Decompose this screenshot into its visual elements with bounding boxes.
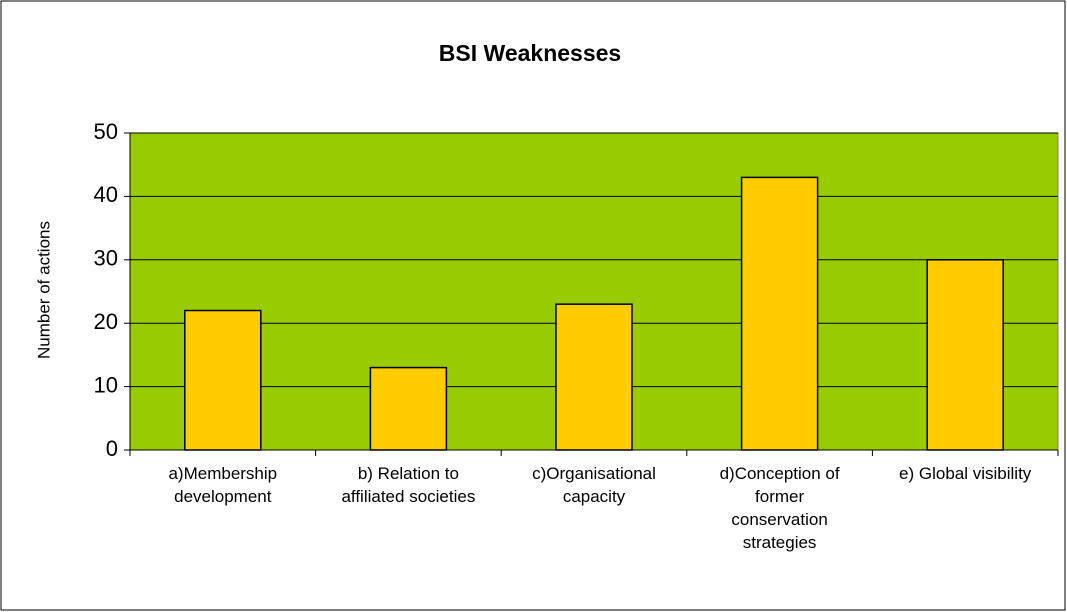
y-tick-label: 0: [106, 436, 118, 461]
x-tick-label: c)Organisational capacity: [532, 464, 656, 506]
y-tick-label: 20: [94, 309, 118, 334]
bar: [555, 303, 633, 451]
bar: [184, 309, 262, 451]
y-tick-label: 40: [94, 182, 118, 207]
x-tick-label: d)Conception of former conservation stra…: [719, 464, 840, 552]
bar: [926, 259, 1004, 451]
x-tick-label-box: b) Relation to affiliated societies: [341, 464, 476, 506]
bar: [740, 176, 819, 451]
x-tick-label-box: a)Membership development: [168, 464, 278, 506]
chart-title: BSI Weaknesses: [439, 40, 621, 66]
x-tick-label-box: e) Global visibility: [899, 464, 1032, 483]
y-tick-label: 10: [94, 372, 118, 397]
x-tick-label-box: c)Organisational capacity: [532, 464, 656, 506]
x-tick-label: e) Global visibility: [899, 464, 1032, 483]
x-tick-label-box: d)Conception of former conservation stra…: [719, 464, 840, 552]
y-axis-label: Number of actions: [34, 221, 53, 359]
y-tick-label: 30: [94, 246, 118, 271]
x-tick-label: a)Membership development: [168, 464, 278, 506]
x-tick-label: b) Relation to affiliated societies: [341, 464, 476, 506]
bar: [369, 366, 448, 451]
y-tick-label: 50: [94, 119, 118, 144]
